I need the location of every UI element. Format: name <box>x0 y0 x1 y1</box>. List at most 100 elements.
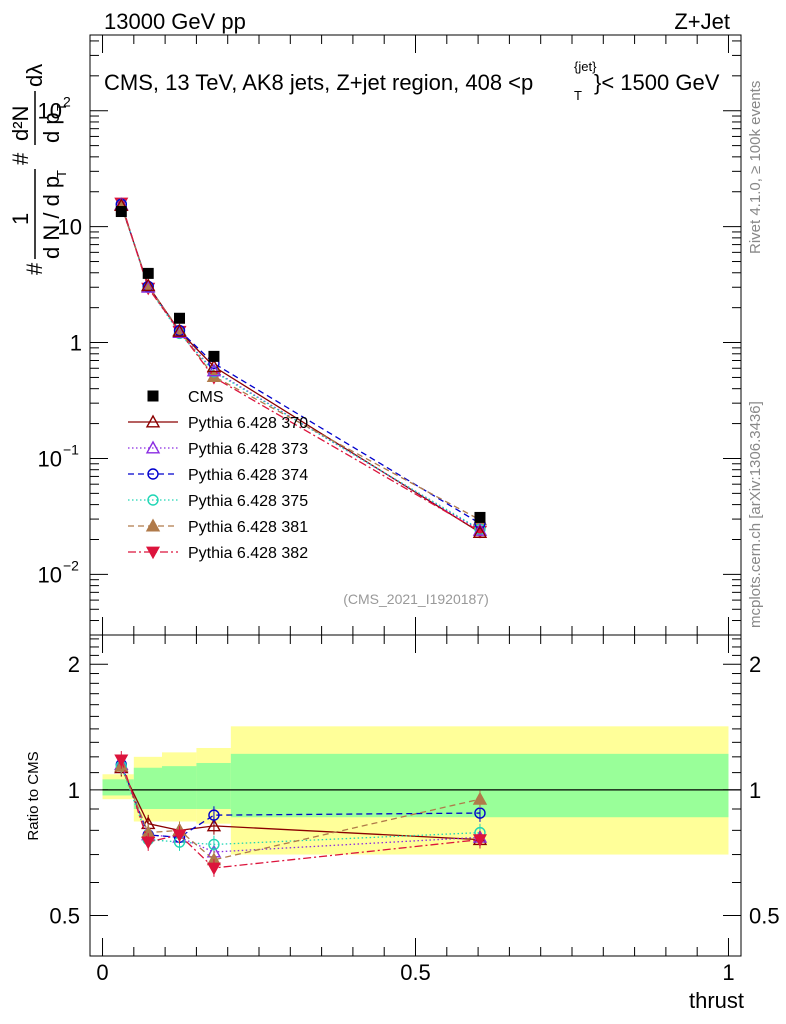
side-text-bottom: mcplots.cern.ch [arXiv:1306.3436] <box>747 401 764 628</box>
legend-marker-p382 <box>145 546 161 560</box>
points-p373 <box>114 197 488 536</box>
point-cms-0 <box>115 206 127 218</box>
legend-entry-cms: CMS <box>147 389 224 406</box>
header-right: Z+Jet <box>674 9 730 34</box>
main-ytick-label-0: 10 <box>38 562 62 587</box>
main-ytick-exp-4: 2 <box>63 94 71 110</box>
plot-title-main: CMS, 13 TeV, AK8 jets, Z+jet region, 408… <box>104 70 533 95</box>
point-p370-3 <box>206 359 222 373</box>
ratio-ytick-label-1: 1 <box>68 778 80 803</box>
point-p373-3 <box>206 363 222 377</box>
ratio-ytick-label-2: 2 <box>68 652 80 677</box>
main-ylabel: # 1 d N / d p T # d²N d p T dλ <box>8 64 69 275</box>
points-p382 <box>114 197 487 539</box>
ylabel-hash2: # <box>8 152 33 165</box>
legend-label-cms: CMS <box>188 389 224 406</box>
legend-label-p374: Pythia 6.428 374 <box>188 467 308 484</box>
legend-marker-p373 <box>145 440 161 454</box>
ratio-ytick-label-right-0: 0.5 <box>749 904 780 929</box>
main-plot-content <box>114 197 488 539</box>
ratio-line-p373 <box>120 764 481 853</box>
legend-entry-p374: Pythia 6.428 374 <box>128 467 308 484</box>
main-ytick-label-1: 10 <box>38 446 62 471</box>
ratio-point-p374-3 <box>208 809 220 821</box>
points-p375 <box>115 198 486 535</box>
ylabel-t2: T <box>54 103 69 111</box>
legend-label-p382: Pythia 6.428 382 <box>188 545 308 562</box>
ratio-ylabel: Ratio to CMS <box>25 751 42 840</box>
legend-entry-p375: Pythia 6.428 375 <box>128 493 308 510</box>
main-ytick-exp-1: −1 <box>63 441 79 457</box>
legend-label-p375: Pythia 6.428 375 <box>188 493 308 510</box>
point-p370-2 <box>172 323 187 337</box>
point-p373-1 <box>141 279 156 293</box>
ylabel-d2n: d²N <box>8 106 33 141</box>
x-axis-label: thrust <box>689 988 744 1013</box>
ratio-point-p382-0 <box>114 754 129 768</box>
side-text-top: Rivet 4.1.0, ≥ 100k events <box>747 81 764 254</box>
legend-marker-p381 <box>145 518 161 532</box>
main-ytick-label-3: 10 <box>58 215 82 240</box>
ratio-series-p382 <box>114 751 487 877</box>
legend-marker-cms <box>147 390 159 402</box>
line-p382 <box>120 202 481 532</box>
main-ytick-label-2: 1 <box>70 331 82 356</box>
ylabel-one: 1 <box>8 213 33 225</box>
plot-title-sub: T <box>574 88 582 103</box>
ratio-point-p381-4 <box>472 791 488 805</box>
ylabel-dn: d N / d p <box>39 176 64 259</box>
legend-marker-p375 <box>147 494 159 506</box>
legend-label-p381: Pythia 6.428 381 <box>188 519 308 536</box>
legend-marker-p370 <box>145 414 161 428</box>
ylabel-t1: T <box>54 170 69 178</box>
legend-label-p370: Pythia 6.428 370 <box>188 415 308 432</box>
series-p382 <box>120 202 481 532</box>
point-p370-1 <box>141 278 156 292</box>
plot-title-sup: {jet} <box>574 59 597 74</box>
header-left: 13000 GeV pp <box>104 9 246 34</box>
ratio-line-p374 <box>120 764 480 838</box>
ratio-point-p370-3 <box>206 818 222 832</box>
legend-label-p373: Pythia 6.428 373 <box>188 441 308 458</box>
ratio-panel: 0.5 0.5 1 1 2 2 0 0.5 1 <box>49 634 780 985</box>
ylabel-hash1: # <box>22 262 47 275</box>
point-p373-4 <box>472 522 488 536</box>
x-tick-label-2: 1 <box>722 960 734 985</box>
legend-entry-p370: Pythia 6.428 370 <box>128 414 308 432</box>
ylabel-dlambda: dλ <box>22 64 47 87</box>
legend-entry-p382: Pythia 6.428 382 <box>128 545 308 562</box>
legend-marker-p374 <box>147 468 159 480</box>
points-cms <box>115 206 486 523</box>
band-green-3 <box>196 762 231 809</box>
plot-title: CMS, 13 TeV, AK8 jets, Z+jet region, 408… <box>104 59 720 103</box>
band-green-0 <box>102 779 134 796</box>
main-ytick-exp-0: −2 <box>63 557 79 573</box>
ylabel-dpt: d p <box>39 112 64 143</box>
ratio-point-p374-4 <box>474 807 486 819</box>
ratio-point-p382-4 <box>472 834 487 847</box>
analysis-label: (CMS_2021_I1920187) <box>343 591 489 607</box>
ratio-line-p375 <box>120 765 481 846</box>
x-tick-label-1: 0.5 <box>400 960 431 985</box>
point-p370-4 <box>472 525 488 538</box>
legend-entry-p373: Pythia 6.428 373 <box>128 440 308 458</box>
point-cms-1 <box>142 267 154 279</box>
point-cms-4 <box>474 511 486 523</box>
ratio-ytick-label-right-2: 2 <box>749 652 761 677</box>
ratio-plot-content <box>102 726 741 877</box>
ratio-ytick-label-0: 0.5 <box>49 904 80 929</box>
legend-entry-p381: Pythia 6.428 381 <box>128 518 308 536</box>
legend: CMS Pythia 6.428 370 Pythia 6.428 373 Pythi… <box>128 389 308 562</box>
point-cms-3 <box>208 350 220 362</box>
ratio-ytick-label-right-1: 1 <box>749 778 761 803</box>
points-p370 <box>114 198 488 538</box>
main-ytick-label-4: 10 <box>38 99 62 124</box>
x-tick-label-0: 0 <box>96 960 108 985</box>
ratio-axes: 0.5 0.5 1 1 2 2 0 0.5 1 <box>49 635 780 985</box>
point-cms-2 <box>174 312 186 324</box>
ratio-point-p382-1 <box>141 836 156 850</box>
band-green-2 <box>161 766 197 809</box>
